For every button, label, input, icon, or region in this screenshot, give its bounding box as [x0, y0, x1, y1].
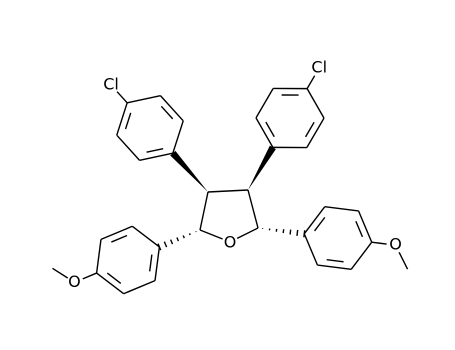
hash-bond: [296, 229, 299, 236]
double-bond: [355, 220, 364, 238]
bond: [116, 91, 128, 104]
atom-label: Cl: [103, 75, 119, 94]
hash-bond: [188, 233, 191, 236]
double-bond: [304, 121, 315, 138]
hash-bond: [289, 229, 292, 235]
double-bond: [148, 254, 153, 272]
double-bond: [124, 112, 132, 130]
double-bond: [106, 272, 122, 284]
bond: [255, 88, 274, 119]
bond: [172, 120, 184, 154]
bond: [306, 75, 316, 89]
hash-bond: [169, 239, 174, 245]
double-bond: [160, 105, 174, 120]
bond: [159, 95, 184, 122]
bond: [131, 225, 160, 248]
bond: [398, 252, 409, 270]
hash-bond: [303, 230, 306, 238]
bond: [82, 272, 97, 280]
bond: [350, 241, 373, 270]
hash-bond: [176, 237, 180, 242]
bond: [95, 239, 102, 274]
bond: [306, 88, 325, 119]
bond: [303, 206, 326, 235]
atom-label: O: [224, 233, 237, 252]
double-bond: [314, 216, 326, 232]
bond: [303, 233, 319, 266]
double-bond: [265, 121, 275, 138]
bond: [199, 229, 223, 240]
bond: [139, 152, 173, 162]
double-bond: [146, 147, 164, 153]
atom-label: O: [389, 235, 402, 254]
atom-label: O: [68, 272, 81, 291]
bond: [255, 117, 274, 148]
bond: [247, 189, 259, 229]
bond: [116, 134, 141, 161]
wedge-bond: [170, 150, 208, 192]
bond: [324, 205, 359, 212]
double-bond: [111, 234, 128, 243]
bond: [123, 279, 156, 295]
wedge-bond: [248, 145, 276, 190]
bond: [52, 267, 69, 279]
bond: [207, 189, 249, 193]
bond: [199, 191, 209, 231]
hash-bond: [163, 241, 168, 248]
bond: [236, 227, 259, 240]
bond: [357, 210, 373, 243]
bond: [306, 117, 325, 148]
hash-bond: [157, 243, 162, 251]
bond: [371, 241, 387, 245]
bond: [100, 225, 133, 241]
atom-label: Cl: [311, 57, 327, 76]
bond: [96, 272, 125, 295]
bond: [154, 246, 161, 281]
double-bond: [326, 259, 344, 263]
hash-bond: [182, 235, 185, 239]
bond: [116, 102, 128, 136]
bond: [317, 264, 352, 271]
bond: [127, 94, 161, 104]
